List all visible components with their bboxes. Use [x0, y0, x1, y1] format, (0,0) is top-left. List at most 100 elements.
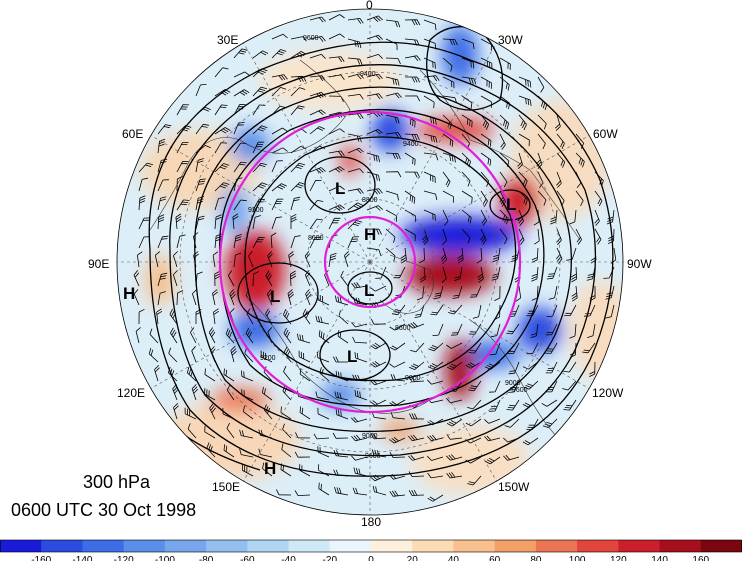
wind-barb — [446, 397, 463, 404]
wind-barb — [534, 228, 540, 245]
wind-barb — [304, 251, 311, 268]
wind-barb — [328, 217, 341, 230]
wind-barb — [305, 289, 312, 306]
wind-barb — [149, 328, 159, 344]
meridian-line — [150, 135, 371, 263]
wind-barb — [283, 309, 292, 325]
wind-barb — [385, 228, 396, 243]
wind-barb — [452, 285, 463, 299]
wind-barb — [491, 266, 501, 281]
wind-barb — [347, 18, 364, 24]
wind-barb — [287, 289, 294, 306]
low-label: L — [364, 281, 374, 300]
wind-barb — [489, 380, 501, 393]
lon-label: 60W — [593, 127, 618, 141]
wind-barb — [569, 209, 577, 225]
wind-barb — [370, 474, 387, 482]
wind-barb — [461, 209, 472, 224]
contour-label: 9200 — [248, 207, 264, 214]
wind-barb — [206, 442, 216, 458]
wind-barb — [214, 89, 231, 97]
wind-barb — [294, 490, 311, 496]
wind-barb — [176, 234, 186, 249]
wind-barb — [370, 433, 387, 440]
wind-barb — [489, 399, 501, 412]
wind-barb — [176, 142, 189, 154]
wind-barb — [170, 327, 178, 344]
wind-barb — [423, 152, 439, 161]
wind-barb — [499, 76, 510, 91]
colorbar-swatch — [371, 540, 413, 552]
wind-barb — [545, 323, 558, 336]
colorbar-swatch — [82, 540, 125, 552]
wind-barb — [334, 391, 349, 401]
colorbar-swatch — [412, 540, 454, 552]
contour-label: 9400 — [403, 141, 419, 148]
lon-label: 150W — [498, 480, 530, 494]
wind-barb — [522, 437, 539, 446]
wind-barb — [309, 218, 323, 230]
wind-barb — [447, 361, 463, 370]
wind-barb — [190, 327, 197, 344]
low-label: L — [506, 195, 516, 214]
colorbar-swatch — [247, 540, 290, 552]
meridian-line — [369, 42, 497, 263]
lon-label: 150E — [212, 480, 240, 494]
wind-barb — [389, 323, 406, 331]
low-label: L — [347, 347, 357, 366]
wind-barb — [385, 19, 401, 28]
wind-barb — [370, 318, 387, 325]
wind-barb — [605, 285, 615, 300]
wind-barb — [563, 399, 577, 411]
wind-barb — [347, 147, 364, 154]
wind-barb — [461, 228, 471, 244]
contour-label: 9000 — [405, 375, 421, 382]
map-boundary — [116, 8, 624, 516]
wind-barb — [587, 323, 596, 338]
colorbar: -160 -140 -120 -100 -80 -60 -40 -20 0 20 40 60 80 100… — [0, 539, 742, 561]
wind-barb — [526, 418, 539, 430]
wind-barb — [442, 228, 447, 245]
wind-barb — [404, 228, 416, 242]
wind-barb — [441, 266, 447, 283]
wind-barb — [229, 289, 236, 306]
wind-barb — [366, 188, 383, 195]
wind-barb — [385, 190, 399, 201]
wind-barb — [366, 93, 383, 100]
colorbar-tick-label: 100 — [569, 555, 586, 561]
wind-barb — [133, 270, 140, 287]
wind-barb — [156, 308, 163, 325]
wind-barb — [508, 380, 520, 393]
wind-barb — [518, 133, 530, 147]
wind-barb — [169, 308, 178, 325]
wind-barb — [157, 235, 169, 249]
wind-barb — [518, 171, 528, 187]
wind-barb — [290, 235, 301, 249]
wind-barb — [427, 361, 444, 370]
wind-barb — [370, 342, 387, 350]
wind-barb — [137, 251, 143, 268]
colorbar-tick-label: 0 — [368, 555, 374, 561]
wind-barb — [239, 429, 254, 439]
wind-barb — [328, 33, 345, 40]
colorbar-swatch — [577, 540, 619, 552]
wind-barb — [172, 270, 178, 287]
wind-barb — [499, 57, 511, 71]
wind-barb — [347, 113, 364, 120]
wind-barb — [594, 190, 603, 207]
wind-barb — [351, 434, 368, 442]
wind-barb — [352, 336, 368, 344]
wind-barb — [241, 370, 254, 382]
wind-barb — [227, 270, 235, 287]
wind-barb — [409, 342, 425, 353]
wind-barb — [265, 270, 273, 287]
wind-barb — [446, 454, 463, 461]
wind-barb — [135, 327, 141, 344]
lon-label: 90W — [627, 257, 652, 271]
wind-barb — [239, 448, 254, 458]
wind-barb — [544, 342, 558, 354]
wind-barb — [290, 182, 306, 192]
colorbar-swatch — [164, 540, 207, 552]
wind-barb — [309, 36, 326, 42]
colorbar-swatch — [41, 540, 83, 552]
